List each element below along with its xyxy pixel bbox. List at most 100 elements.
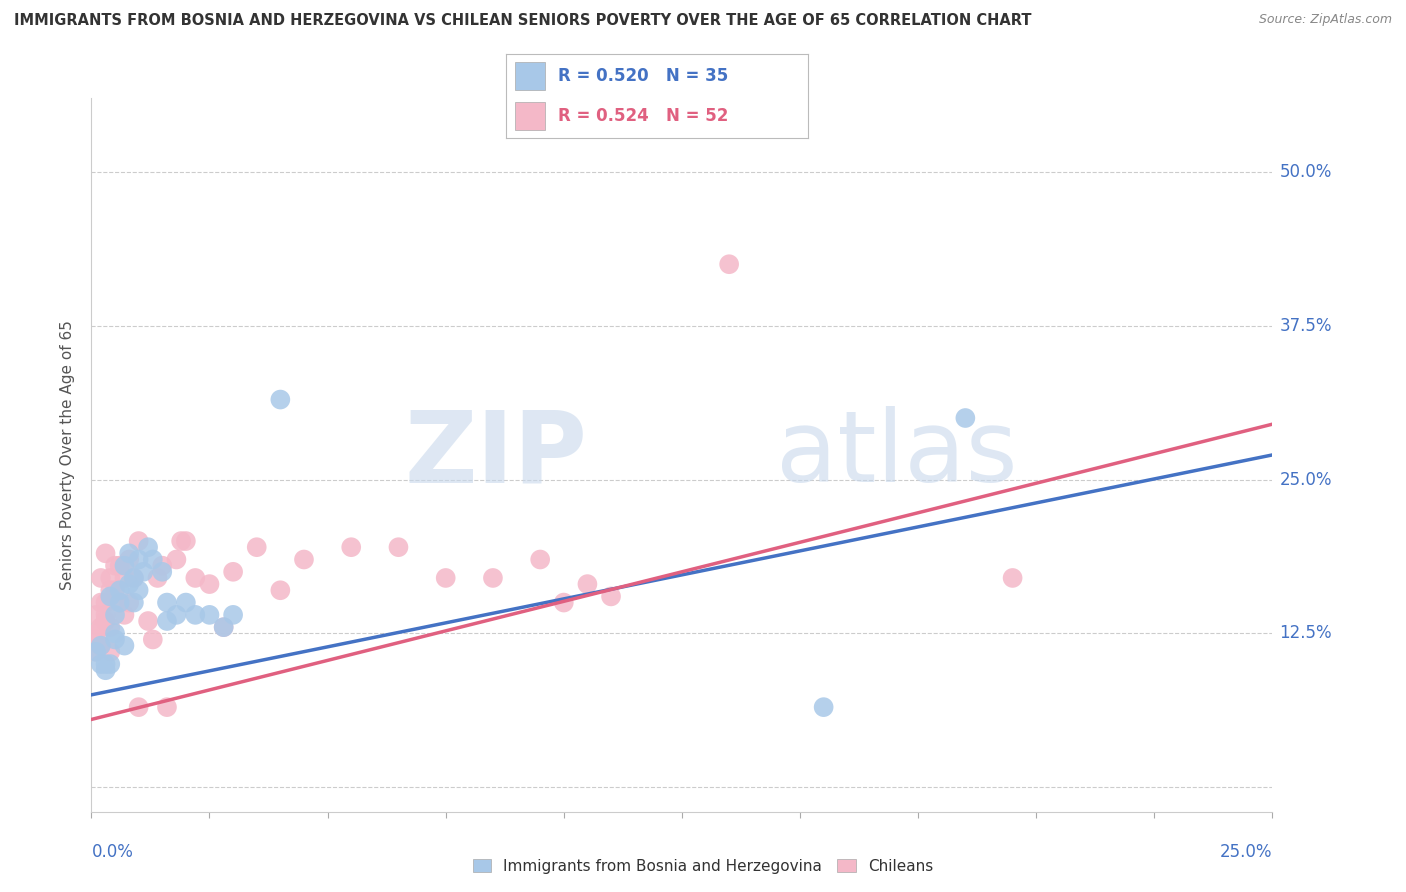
Point — [90, 620, 112, 634]
Point — [84, 632, 107, 647]
Point — [434, 571, 457, 585]
Point — [128, 552, 150, 566]
Point — [98, 645, 121, 659]
Point — [108, 558, 131, 573]
Point — [142, 632, 165, 647]
Point — [600, 590, 623, 604]
Point — [104, 607, 127, 622]
Point — [482, 571, 505, 585]
Point — [98, 590, 121, 604]
Point — [387, 540, 409, 554]
Point — [118, 577, 141, 591]
Point — [128, 583, 150, 598]
Point — [118, 596, 141, 610]
Point — [198, 607, 221, 622]
Point — [94, 607, 117, 622]
Point — [118, 546, 141, 560]
Point — [146, 571, 169, 585]
Text: 12.5%: 12.5% — [1279, 624, 1331, 642]
Point — [98, 583, 121, 598]
Point — [269, 392, 291, 407]
Point — [118, 552, 141, 566]
Point — [198, 577, 221, 591]
Text: ZIP: ZIP — [405, 407, 588, 503]
Point — [340, 540, 363, 554]
Point — [98, 620, 121, 634]
Point — [150, 565, 173, 579]
Point — [114, 607, 136, 622]
Point — [108, 583, 131, 598]
Point — [114, 558, 136, 573]
Point — [122, 571, 145, 585]
Point — [553, 596, 575, 610]
Text: 25.0%: 25.0% — [1279, 470, 1331, 489]
Point — [114, 571, 136, 585]
Point — [122, 596, 145, 610]
Point — [108, 596, 131, 610]
Point — [104, 632, 127, 647]
Point — [98, 657, 121, 671]
Point — [212, 620, 235, 634]
Point — [184, 607, 207, 622]
Point — [136, 614, 159, 628]
Point — [98, 571, 121, 585]
Text: 25.0%: 25.0% — [1220, 843, 1272, 861]
Point — [128, 700, 150, 714]
Text: 0.0%: 0.0% — [91, 843, 134, 861]
Point — [104, 558, 127, 573]
Point — [529, 552, 551, 566]
Point — [222, 565, 245, 579]
Point — [269, 583, 291, 598]
Point — [90, 657, 112, 671]
Point — [84, 626, 107, 640]
Point — [108, 596, 131, 610]
Point — [136, 540, 159, 554]
Point — [104, 583, 127, 598]
Text: 37.5%: 37.5% — [1279, 317, 1331, 334]
Point — [174, 596, 197, 610]
Point — [156, 700, 179, 714]
Point — [128, 534, 150, 549]
Text: 50.0%: 50.0% — [1279, 163, 1331, 181]
Point — [94, 596, 117, 610]
Point — [90, 639, 112, 653]
Bar — [515, 62, 546, 90]
Point — [156, 614, 179, 628]
Point — [94, 663, 117, 677]
Text: R = 0.520   N = 35: R = 0.520 N = 35 — [558, 67, 728, 85]
Point — [184, 571, 207, 585]
Point — [94, 614, 117, 628]
Text: atlas: atlas — [776, 407, 1018, 503]
Point — [576, 577, 599, 591]
Point — [104, 626, 127, 640]
Point — [132, 565, 155, 579]
Point — [114, 639, 136, 653]
Point — [90, 639, 112, 653]
Point — [90, 596, 112, 610]
Text: R = 0.524   N = 52: R = 0.524 N = 52 — [558, 107, 728, 125]
Point — [94, 546, 117, 560]
Point — [955, 411, 977, 425]
Text: Source: ZipAtlas.com: Source: ZipAtlas.com — [1258, 13, 1392, 27]
Point — [174, 534, 197, 549]
Point — [84, 645, 107, 659]
Point — [150, 558, 173, 573]
Point — [142, 552, 165, 566]
Point — [1001, 571, 1024, 585]
Legend: Immigrants from Bosnia and Herzegovina, Chileans: Immigrants from Bosnia and Herzegovina, … — [467, 853, 939, 880]
Point — [292, 552, 315, 566]
Point — [84, 645, 107, 659]
Point — [84, 607, 107, 622]
Y-axis label: Seniors Poverty Over the Age of 65: Seniors Poverty Over the Age of 65 — [60, 320, 76, 590]
Point — [165, 552, 187, 566]
Point — [122, 571, 145, 585]
Point — [246, 540, 269, 554]
Point — [718, 257, 741, 271]
Point — [90, 571, 112, 585]
Text: IMMIGRANTS FROM BOSNIA AND HERZEGOVINA VS CHILEAN SENIORS POVERTY OVER THE AGE O: IMMIGRANTS FROM BOSNIA AND HERZEGOVINA V… — [14, 13, 1032, 29]
Point — [156, 596, 179, 610]
Bar — [515, 102, 546, 130]
Point — [170, 534, 193, 549]
Point — [222, 607, 245, 622]
Point — [94, 657, 117, 671]
